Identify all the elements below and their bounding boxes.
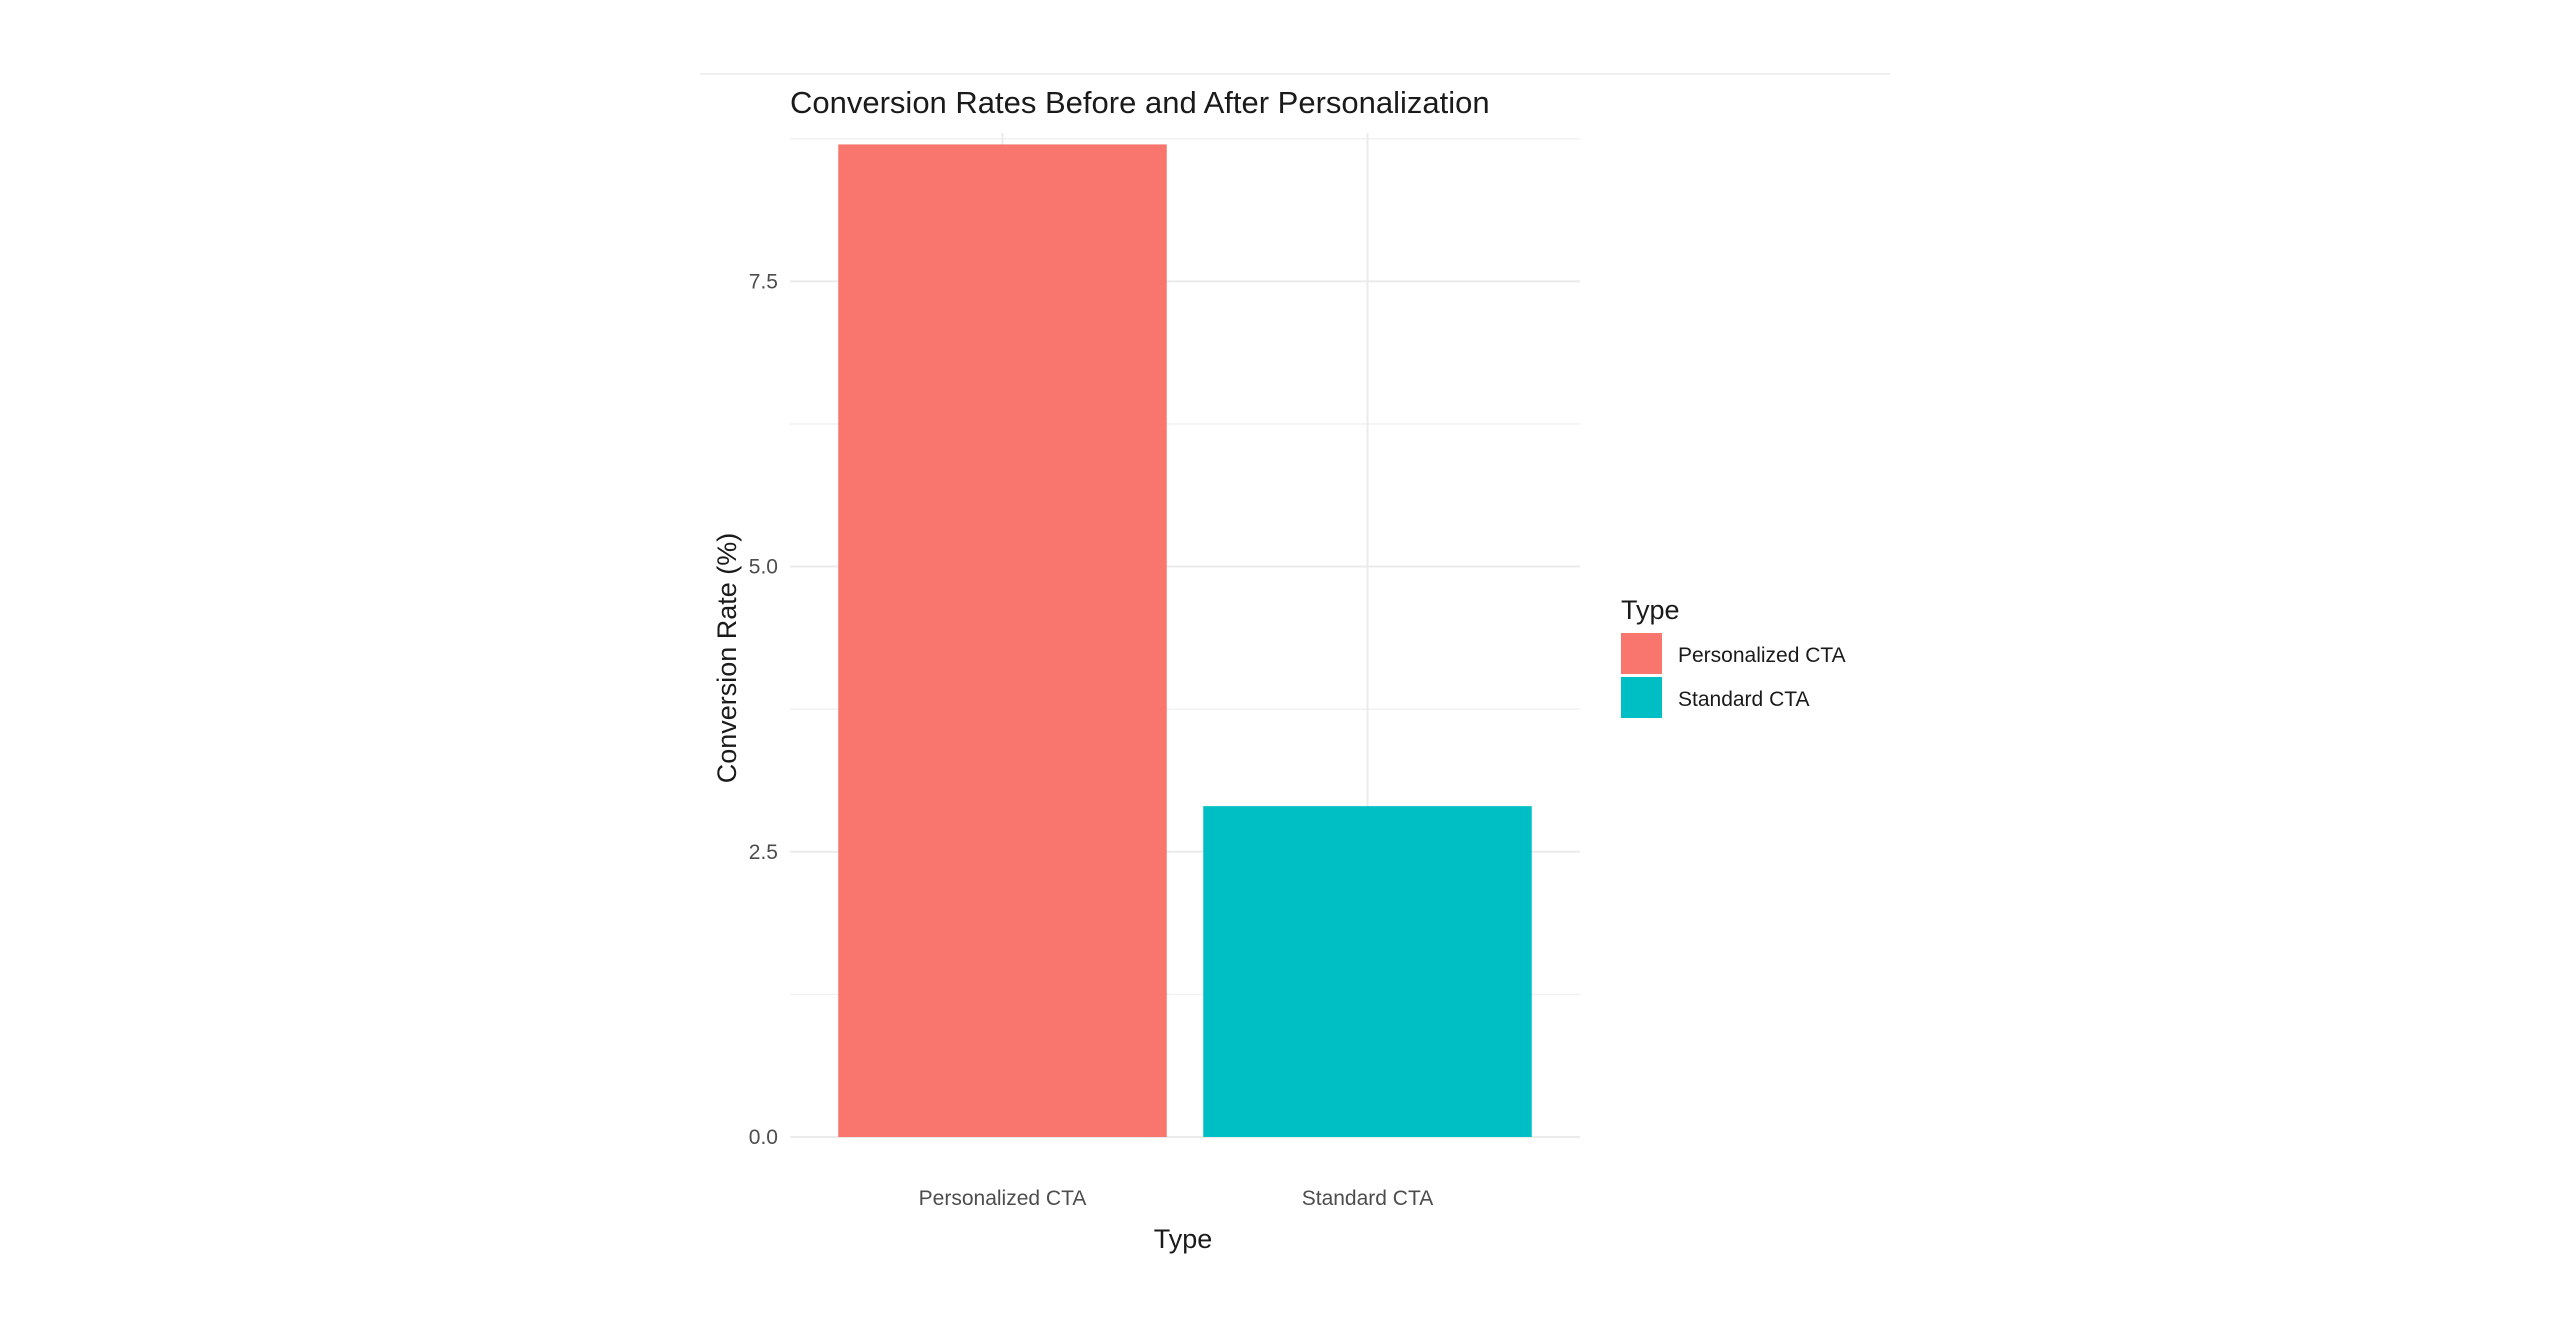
x-axis-title: Type [1154,1224,1213,1254]
y-tick-label: 5.0 [749,556,778,579]
legend: Type Personalized CTA Standard CTA [1621,595,1846,718]
x-tick-label: Personalized CTA [919,1187,1087,1210]
legend-swatch [1621,677,1662,718]
y-tick-labels: 0.0 2.5 5.0 7.5 [749,270,778,1149]
legend-label: Personalized CTA [1678,644,1846,667]
bar-personalized-cta [838,144,1167,1138]
bar-standard-cta [1203,806,1532,1137]
bars [838,144,1532,1138]
y-tick-label: 0.0 [749,1126,778,1149]
y-axis-title: Conversion Rate (%) [712,533,742,784]
legend-entries: Personalized CTA Standard CTA [1621,633,1846,718]
chart-title: Conversion Rates Before and After Person… [790,85,1490,120]
x-tick-labels: Personalized CTA Standard CTA [919,1187,1434,1210]
y-tick-label: 7.5 [749,270,778,293]
y-tick-label: 2.5 [749,841,778,864]
legend-title: Type [1621,595,1680,625]
x-tick-label: Standard CTA [1302,1187,1434,1210]
legend-label: Standard CTA [1678,688,1810,711]
legend-swatch [1621,633,1662,674]
